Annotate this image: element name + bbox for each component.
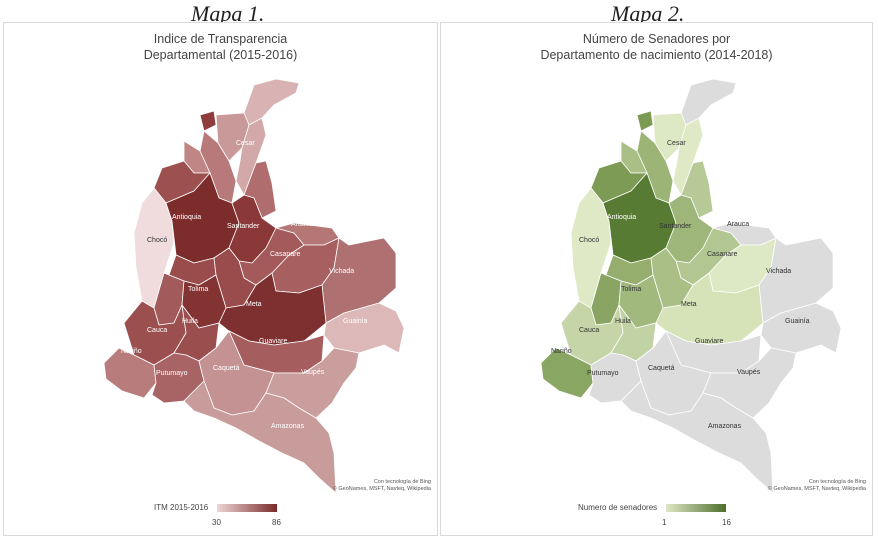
map-2-attribution-line-1: Con tecnología de Bing: [808, 479, 866, 485]
label-cauca: Cauca: [147, 327, 167, 334]
label-narino: Nariño: [121, 348, 142, 355]
dept-atlantico[interactable]: [636, 110, 654, 132]
label-caqueta: Caquetá: [648, 365, 675, 372]
label-amazonas: Amazonas: [271, 423, 305, 430]
label-meta: Meta: [246, 301, 262, 308]
label-putumayo: Putumayo: [587, 370, 619, 377]
label-santander: Santander: [227, 223, 260, 230]
label-huila: Huila: [615, 318, 631, 325]
dept-atlantico[interactable]: [199, 110, 217, 132]
label-santander: Santander: [659, 223, 692, 230]
label-arauca: Arauca: [291, 221, 313, 228]
map-1-panel: Indice de Transparencia Departamental (2…: [3, 22, 438, 536]
label-cesar: Cesar: [667, 140, 686, 147]
label-vaupes: Vaupés: [301, 369, 325, 376]
dept-guainia[interactable]: [323, 302, 405, 354]
map-2-title-line-1: Número de Senadores por: [582, 32, 731, 46]
label-caqueta: Caquetá: [213, 365, 240, 372]
map-1-title-line-1: Indice de Transparencia: [153, 32, 288, 46]
map-1-title: Indice de Transparencia Departamental (2…: [4, 31, 437, 63]
label-guainia: Guainía: [785, 318, 810, 325]
label-tolima: Tolima: [188, 286, 208, 293]
label-guaviare: Guaviare: [695, 338, 724, 345]
label-choco: Chocó: [579, 237, 599, 244]
label-cesar: Cesar: [236, 140, 255, 147]
map-1-legend-max: 86: [272, 518, 281, 527]
map-2-attribution-line-2: © GeoNames, MSFT, Navteq, Wikipedia: [767, 486, 866, 492]
label-meta: Meta: [681, 301, 697, 308]
map-1-legend-gradient: [217, 504, 277, 512]
map-2-legend-gradient: [666, 504, 726, 512]
map-1-attribution-line-2: © GeoNames, MSFT, Navteq, Wikipedia: [332, 486, 431, 492]
map-1-legend-title: ITM 2015-2016: [154, 503, 209, 512]
label-guaviare: Guaviare: [259, 338, 288, 345]
label-casanare: Casanare: [707, 251, 737, 258]
map-2-legend-max: 16: [722, 518, 731, 527]
map-2-panel: Número de Senadores por Departamento de …: [440, 22, 873, 536]
map-1-choropleth: Cesar Antioquia Santander Arauca Chocó C…: [103, 78, 405, 494]
map-1-attribution-line-1: Con tecnología de Bing: [373, 479, 431, 485]
label-narino: Nariño: [551, 348, 572, 355]
label-arauca: Arauca: [727, 221, 749, 228]
label-vaupes: Vaupés: [737, 369, 761, 376]
map-2-choropleth: Cesar Antioquia Santander Arauca Chocó C…: [540, 78, 842, 494]
map-1-legend-min: 30: [212, 518, 221, 527]
label-cauca: Cauca: [579, 327, 599, 334]
dept-la-guajira[interactable]: [243, 78, 300, 126]
dept-amazonas[interactable]: [183, 380, 337, 494]
label-huila: Huila: [182, 318, 198, 325]
dept-la-guajira[interactable]: [680, 78, 737, 126]
map-2-attribution: Con tecnología de Bing © GeoNames, MSFT,…: [768, 479, 866, 493]
map-2-legend-min: 1: [662, 518, 667, 527]
label-antioquia: Antioquia: [172, 214, 201, 221]
map-2-title: Número de Senadores por Departamento de …: [441, 31, 872, 63]
label-antioquia: Antioquia: [607, 214, 636, 221]
label-tolima: Tolima: [621, 286, 641, 293]
label-putumayo: Putumayo: [156, 370, 188, 377]
map-2-caption: Mapa 2.: [611, 1, 685, 26]
label-amazonas: Amazonas: [708, 423, 742, 430]
map-2-legend-title: Numero de senadores: [578, 503, 658, 512]
map-1-title-line-2: Departamental (2015-2016): [143, 48, 298, 62]
label-vichada: Vichada: [329, 268, 354, 275]
dept-amazonas[interactable]: [620, 380, 774, 494]
label-casanare: Casanare: [270, 251, 300, 258]
map-1-attribution: Con tecnología de Bing © GeoNames, MSFT,…: [333, 479, 431, 493]
dept-guainia[interactable]: [760, 302, 842, 354]
label-vichada: Vichada: [766, 268, 791, 275]
map-1-caption: Mapa 1.: [191, 1, 265, 26]
label-choco: Chocó: [147, 237, 167, 244]
label-guainia: Guainía: [343, 318, 368, 325]
map-2-title-line-2: Departamento de nacimiento (2014-2018): [540, 48, 773, 62]
